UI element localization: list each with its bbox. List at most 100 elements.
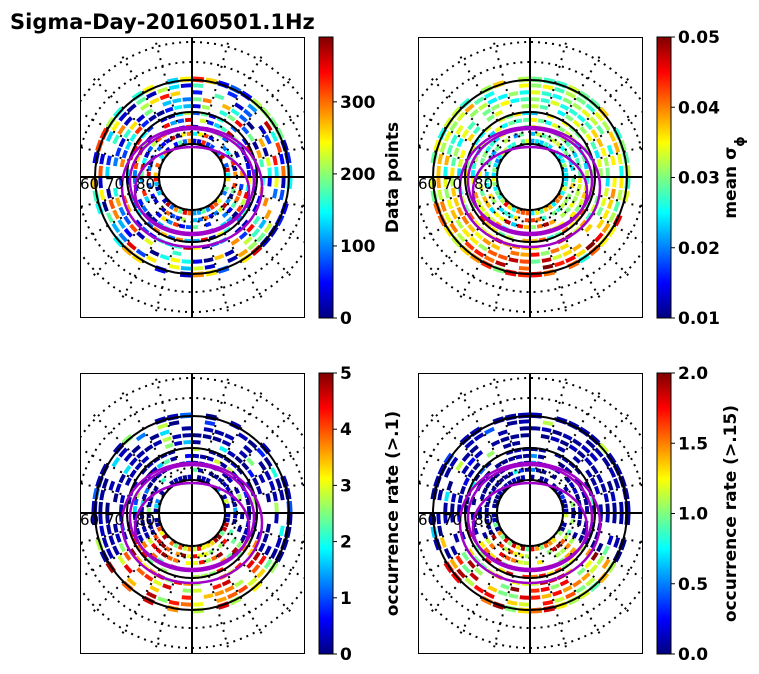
- heatmap-cell: [117, 124, 126, 135]
- heatmap-cell: [182, 433, 192, 438]
- heatmap-cell: [572, 531, 579, 539]
- heatmap-cell: [550, 436, 560, 443]
- heatmap-cell: [263, 558, 273, 570]
- mlt-spoke: [80, 528, 164, 579]
- heatmap-cell: [220, 126, 228, 133]
- heatmap-cell: [129, 133, 137, 142]
- heatmap-cell: [584, 505, 590, 513]
- heatmap-cell: [563, 149, 570, 156]
- heatmap-cell: [181, 595, 192, 600]
- heatmap-cell: [264, 134, 272, 145]
- mlt-spoke: [121, 541, 177, 635]
- heatmap-cell: [471, 498, 477, 506]
- heatmap-cell: [594, 232, 604, 243]
- mlt-spoke: [223, 184, 305, 209]
- heatmap-cell: [541, 91, 552, 97]
- mlt-spoke: [80, 111, 164, 162]
- heatmap-cell: [99, 189, 106, 201]
- mlt-spoke: [552, 199, 630, 277]
- heatmap-cell: [530, 595, 541, 600]
- axes-frame: [80, 37, 305, 318]
- heatmap-cell: [182, 97, 192, 102]
- heatmap-cell: [518, 83, 530, 88]
- heatmap-cell: [206, 120, 215, 126]
- heatmap-cell: [101, 537, 109, 548]
- mlt-spoke: [552, 535, 630, 613]
- heatmap-cell: [246, 559, 255, 569]
- heatmap-cell: [550, 247, 560, 254]
- heatmap-cell: [123, 551, 132, 561]
- heatmap-cell: [444, 491, 450, 502]
- heatmap-cell: [212, 583, 222, 590]
- heatmap-cell: [144, 108, 154, 117]
- heatmap-cell: [494, 462, 502, 469]
- heatmap-cell: [619, 501, 624, 513]
- heatmap-cell: [594, 111, 604, 122]
- heatmap-cell: [141, 205, 148, 213]
- heatmap-cell: [164, 137, 171, 144]
- heatmap-cell: [275, 537, 283, 548]
- heatmap-cell: [518, 602, 530, 607]
- heatmap-cell: [525, 138, 530, 145]
- heatmap-cell: [467, 212, 475, 221]
- heatmap-cell: [585, 103, 596, 113]
- heatmap-cell: [520, 97, 530, 102]
- heatmap-cell: [221, 202, 228, 209]
- heatmap-cell: [589, 452, 599, 462]
- heatmap-cell: [564, 466, 572, 474]
- heatmap-cell: [472, 125, 481, 135]
- heatmap-cell: [572, 579, 583, 588]
- heatmap-cell: [449, 222, 459, 234]
- heatmap-cell: [491, 177, 498, 182]
- heatmap-cell: [198, 559, 206, 565]
- heatmap-cell: [225, 149, 232, 156]
- heatmap-cell: [540, 586, 550, 593]
- heatmap-cell: [530, 453, 538, 459]
- heatmap-cell: [450, 209, 458, 220]
- mlt-spoke: [492, 208, 523, 313]
- heatmap-cell: [479, 205, 486, 213]
- heatmap-cell: [112, 209, 120, 220]
- heatmap-cell: [484, 426, 495, 435]
- heatmap-cell: [498, 551, 506, 558]
- heatmap-cell: [226, 130, 234, 138]
- heatmap-cell: [443, 513, 448, 524]
- heatmap-cell: [600, 483, 607, 493]
- heatmap-cell: [446, 480, 454, 491]
- heatmap-cell: [555, 206, 562, 213]
- heatmap-cell: [574, 205, 581, 213]
- heatmap-cell: [500, 100, 510, 107]
- heatmap-cell: [436, 177, 441, 189]
- heatmap-cell: [613, 201, 621, 212]
- heatmap-cell: [564, 552, 572, 560]
- heatmap-cell: [210, 555, 218, 562]
- colorbar-tick-label: 3: [340, 476, 352, 496]
- heatmap-cell: [506, 599, 518, 606]
- heatmap-cell: [192, 138, 197, 145]
- heatmap-cell: [258, 460, 267, 471]
- heatmap-cell: [160, 551, 168, 558]
- heatmap-cell: [221, 579, 232, 587]
- heatmap-cell: [565, 591, 576, 600]
- heatmap-cell: [521, 104, 530, 109]
- heatmap-cell: [601, 120, 611, 132]
- heatmap-cell: [141, 525, 148, 533]
- colorbar: 0.01 0.02 0.03 0.04 0.05 mean σϕ: [656, 28, 748, 329]
- mlt-spoke: [220, 528, 305, 580]
- heatmap-cell: [510, 97, 520, 104]
- heatmap-cell: [576, 519, 582, 527]
- mlt-spoke: [537, 544, 568, 649]
- heatmap-cell: [152, 198, 159, 205]
- heatmap-cell: [486, 524, 492, 530]
- heatmap-cell: [192, 97, 202, 102]
- heatmap-cell: [274, 166, 279, 177]
- heatmap-cell: [600, 197, 607, 207]
- heatmap-cell: [135, 96, 147, 106]
- heatmap-cell: [156, 145, 163, 152]
- heatmap-cell: [241, 125, 250, 135]
- heatmap-cell: [168, 599, 180, 606]
- heatmap-cell: [204, 263, 216, 270]
- heatmap-cell: [185, 224, 192, 230]
- mlt-spoke: [154, 544, 185, 649]
